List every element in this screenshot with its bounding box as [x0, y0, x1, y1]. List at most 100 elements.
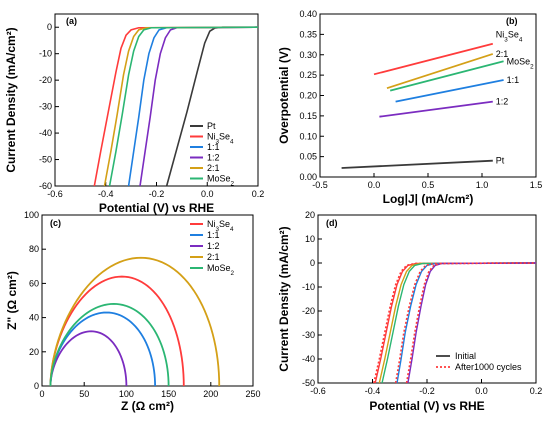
panel-a-legend-entry: 2:1 [207, 163, 220, 173]
panel-a-xtick-label: 0.0 [201, 189, 214, 199]
panel-b-ylabel: Overpotential (V) [277, 47, 291, 144]
panel-c-ylabel: Z" (Ω cm²) [5, 271, 19, 330]
panel-d-ytick-label: -20 [302, 306, 315, 316]
panel-b-xtick-label: 0.5 [422, 180, 435, 190]
panel-c-xtick-label: 0 [39, 389, 44, 399]
panel-d-series-line [374, 262, 537, 384]
panel-d-ytick-label: -40 [302, 354, 315, 364]
panel-d-ytick-label: 10 [305, 234, 315, 244]
panel-b-xtick-label: -0.5 [312, 180, 328, 190]
panel-d-xtick-label: 0.0 [475, 386, 488, 396]
panel-a-ytick-label: 0 [47, 22, 52, 32]
panel-c-ytick-label: 20 [29, 347, 39, 357]
panel-c-xtick-label: 150 [161, 389, 176, 399]
panel-b-xtick-label: 0.0 [368, 180, 381, 190]
panel-c-legend-entry: 2:1 [207, 252, 220, 262]
panel-c-legend-entry: MoSe2 [207, 263, 235, 277]
panel-a-plot-frame [54, 13, 259, 187]
panel-c-ytick-label: 100 [24, 210, 39, 220]
panel-a-ytick-label: -40 [39, 128, 52, 138]
panel-a-xtick-label: 0.2 [252, 189, 265, 199]
panel-b-xlabel: Log|J| (mA/cm²) [383, 192, 474, 206]
panel-d-ytick-label: -50 [302, 378, 315, 388]
panel-d-ytick-label: 0 [310, 258, 315, 268]
panel-b-ytick-label: 0.15 [299, 111, 317, 121]
panel-d-panel-label: (d) [326, 218, 338, 228]
panel-c-xtick-label: 100 [119, 389, 134, 399]
panel-a-series-line-mose2 [108, 26, 259, 187]
panel-a-series-line-1:1 [127, 26, 259, 187]
panel-c-ytick-label: 80 [29, 244, 39, 254]
panel-b-series-annotation: Ni3Se4 [496, 30, 523, 44]
panel-d-xtick-label: -0.4 [365, 386, 381, 396]
panel-a-ylabel: Current Density (mA/cm²) [4, 27, 18, 172]
panel-a-xtick-label: -0.4 [98, 189, 114, 199]
panel-c-ytick-label: 60 [29, 278, 39, 288]
panel-a-legend-entry: 1:2 [207, 153, 220, 163]
panel-a-legend-entry: Pt [207, 121, 216, 131]
panel-d-series-line [394, 262, 537, 384]
panel-b-ytick-label: 0.25 [299, 70, 317, 80]
panel-b-series-annotation: 1:1 [507, 75, 520, 85]
panel-d-series-line [407, 262, 537, 384]
panel-a-legend-entry: MoSe2 [207, 174, 235, 188]
panel-b-series-annotation: 1:2 [496, 97, 509, 107]
panel-d-ytick-label: -10 [302, 282, 315, 292]
panel-b-xtick-label: 1.0 [476, 180, 489, 190]
panel-c-xtick-label: 250 [245, 389, 260, 399]
panel-a-legend-entry: 1:1 [207, 142, 220, 152]
panel-c-xlabel: Z (Ω cm²) [121, 399, 174, 413]
panel-d-xtick-label: 0.2 [530, 386, 543, 396]
panel-a-xtick-label: -0.6 [47, 189, 63, 199]
panel-b-series-annotation: 2:1 [496, 49, 509, 59]
panel-a-ytick-label: -30 [39, 102, 52, 112]
panel-c-legend-entry: 1:2 [207, 241, 220, 251]
panel-c-panel-label: (c) [50, 218, 61, 228]
panel-c-ytick-label: 40 [29, 313, 39, 323]
panel-a-panel-label: (a) [66, 16, 77, 26]
panel-a-series-line-2:1 [103, 26, 259, 187]
panel-b-series-line-1:2 [379, 100, 493, 118]
panel-b-ytick-label: 0.35 [299, 29, 317, 39]
panel-d-xlabel: Potential (V) vs RHE [369, 399, 484, 413]
panel-a-xlabel: Potential (V) vs RHE [99, 201, 214, 215]
panel-b-ytick-label: 0.00 [299, 172, 317, 182]
panel-d-legend-entry: Initial [455, 351, 476, 361]
panel-d-series-line [381, 262, 537, 384]
panel-c-ytick-label: 0 [34, 381, 39, 391]
panel-d: -0.6 -0.4 -0.2 0.0 0.2 -50 -40 -30 -20 -10 0 10 20 Po… [277, 210, 542, 413]
panel-d-series-line [373, 262, 537, 384]
panel-c-xtick-label: 200 [203, 389, 218, 399]
panel-d-ytick-label: 20 [305, 210, 315, 220]
panel-b: -0.5 0.0 0.5 1.0 1.5 0.00 0.05 0.10 0.15 0.20 0.25… [277, 9, 542, 206]
panel-b-ytick-label: 0.10 [299, 131, 317, 141]
panel-b-series-annotation: Pt [496, 156, 505, 166]
panel-a-series-line-ni3se4 [93, 26, 259, 187]
panel-b-series-line-1:1 [395, 79, 504, 103]
panel-c-series-arc-mose2 [49, 303, 170, 387]
panel-b-ytick-label: 0.40 [299, 9, 317, 19]
panel-a-ytick-label: -20 [39, 75, 52, 85]
panel-d-plot-frame [317, 214, 537, 384]
panel-b-series-line-mose2 [389, 60, 504, 92]
panel-d-ylabel: Current Density (mA/cm²) [277, 226, 291, 371]
panel-c-series-arc-1:2 [49, 330, 128, 387]
panel-a-xtick-label: -0.2 [149, 189, 165, 199]
panel-d-xtick-label: -0.6 [310, 386, 326, 396]
panel-d-series-line [405, 262, 537, 384]
panel-b-ytick-label: 0.30 [299, 50, 317, 60]
panel-d-legend-entry: After1000 cycles [455, 362, 522, 372]
panel-b-ytick-label: 0.20 [299, 91, 317, 101]
panel-d-xtick-label: -0.2 [419, 386, 435, 396]
panel-a-ytick-label: -10 [39, 49, 52, 59]
panel-b-series-line-pt [341, 159, 493, 169]
panel-a: -0.6 -0.4 -0.2 0.0 0.2 -60 -50 -40 -30 -20 -10 0 Pot… [4, 13, 265, 215]
panel-c-series-arc-2:1 [49, 256, 221, 387]
panel-b-series-line-ni3se4 [373, 42, 494, 76]
panel-a-series-line-1:2 [139, 26, 259, 187]
panel-d-ytick-label: -30 [302, 330, 315, 340]
panel-c-legend-entry: 1:1 [207, 230, 220, 240]
panel-c-plot-frame [41, 214, 254, 387]
panel-a-ytick-label: -60 [39, 181, 52, 191]
